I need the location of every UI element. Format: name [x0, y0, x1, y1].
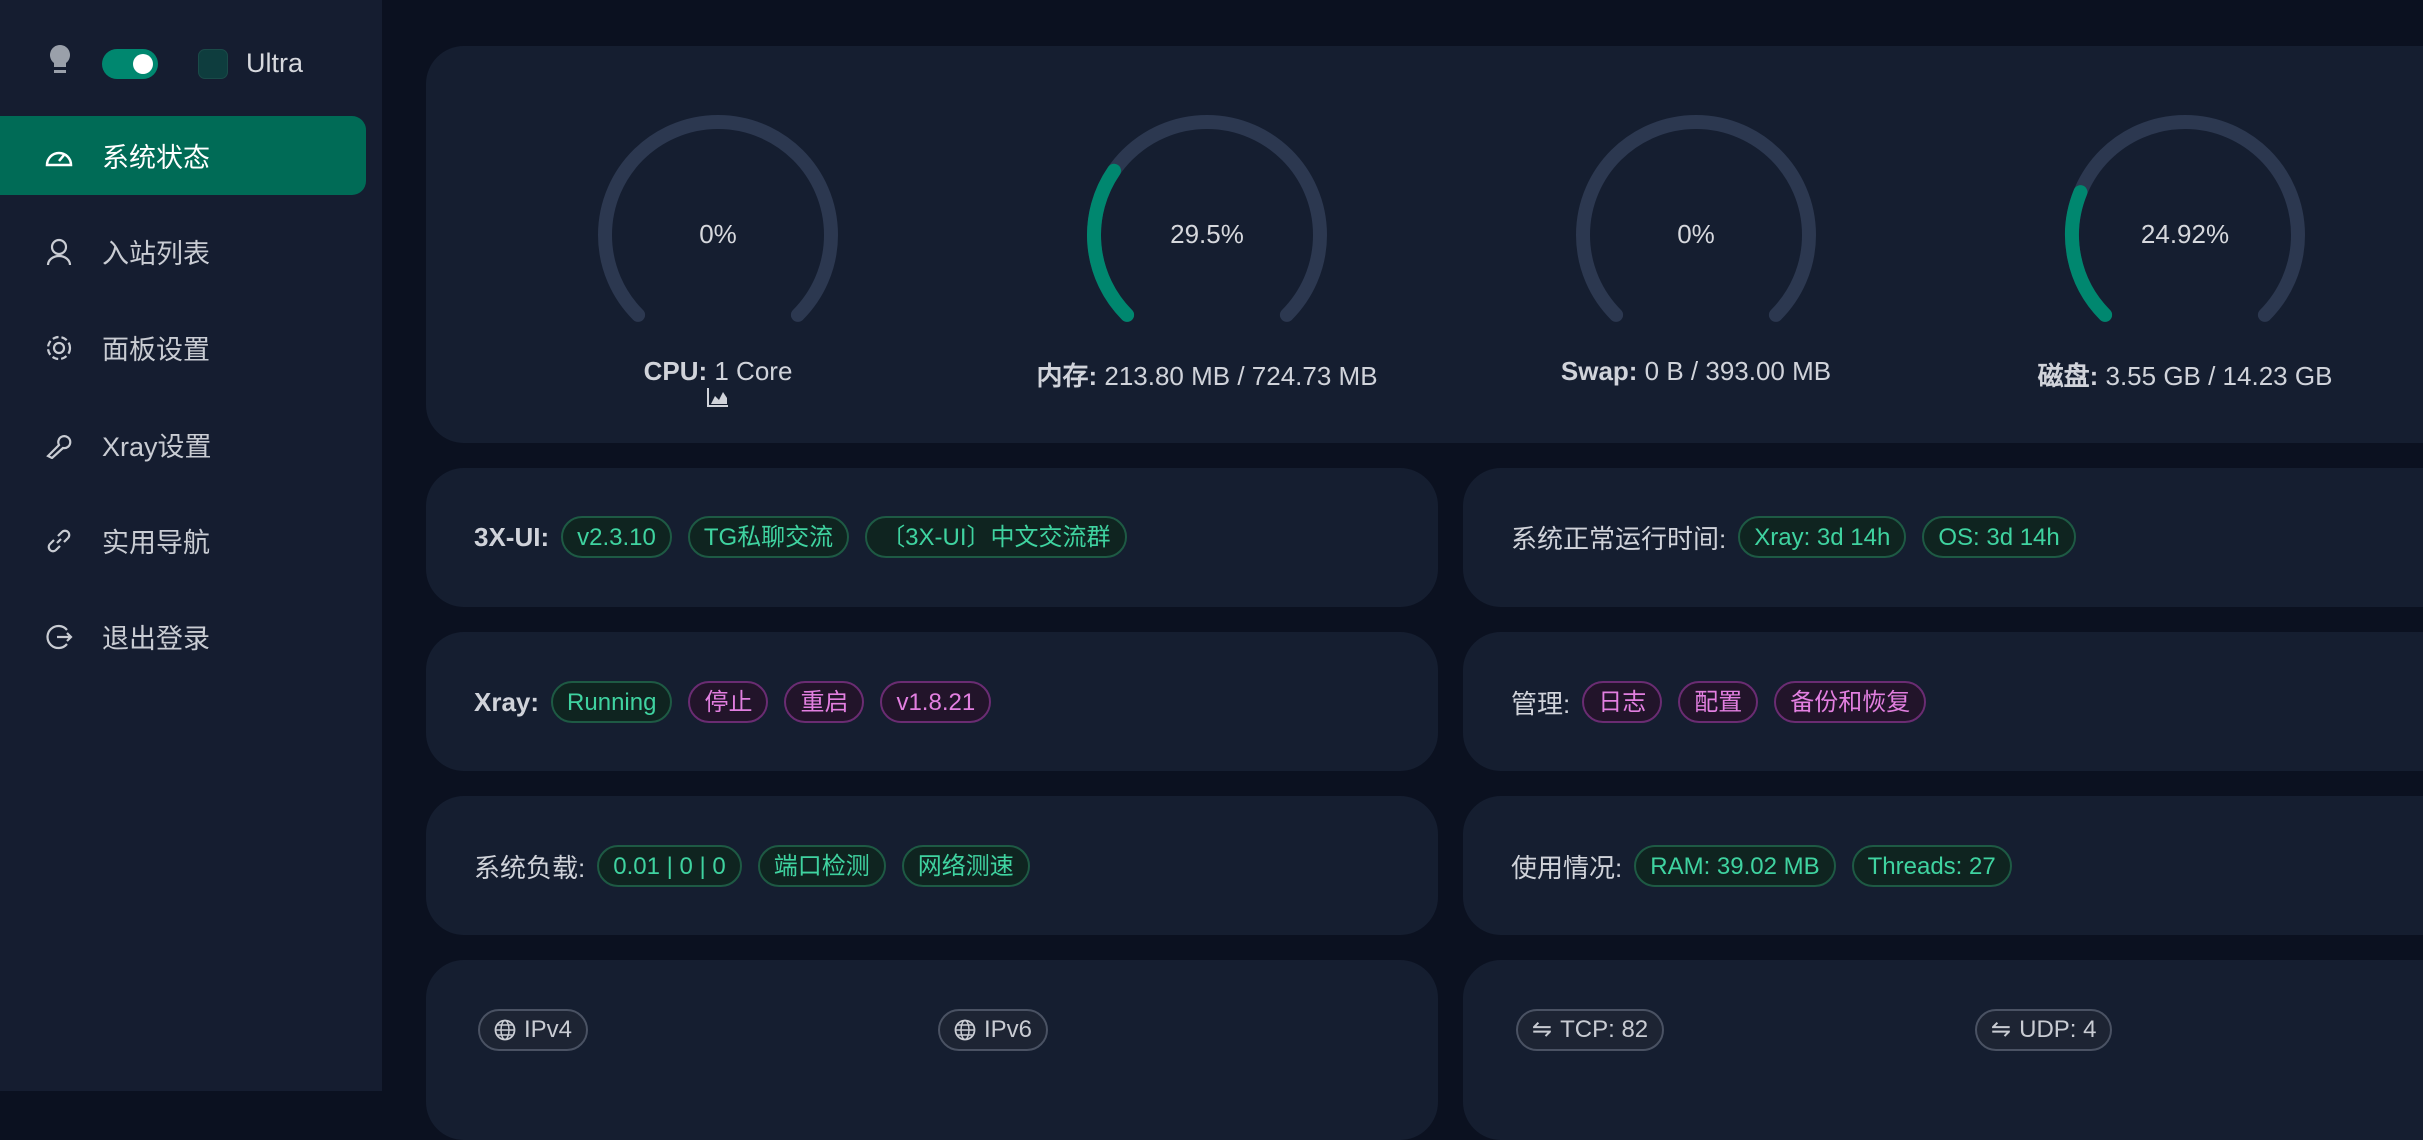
xray-status-badge: Running — [551, 681, 673, 723]
sidebar-item-label: 系统状态 — [102, 143, 210, 173]
sidebar-item-label: 入站列表 — [102, 239, 210, 269]
uptime-row: 系统正常运行时间: Xray: 3d 14h OS: 3d 14h — [1511, 516, 2092, 558]
gear-icon — [44, 333, 74, 363]
gauge-label: Swap: 0 B / 393.00 MB — [1560, 356, 1832, 386]
cpu-gauge: 0% CPU: 1 Core — [568, 46, 868, 407]
swap-arrows-icon: ⇋ — [1532, 1016, 1553, 1043]
swap-arrows-icon: ⇋ — [1991, 1016, 2012, 1043]
load-badge: 0.01 | 0 | 0 — [597, 845, 742, 887]
link-icon — [44, 526, 74, 556]
sidebar-item-panel-settings[interactable]: 面板设置 — [0, 308, 366, 387]
xray-uptime-badge: Xray: 3d 14h — [1738, 516, 1907, 558]
gauge-value: 29.5% — [1170, 219, 1244, 249]
version-badge[interactable]: v2.3.10 — [561, 516, 672, 558]
user-icon — [44, 237, 74, 267]
gauge-value: 0% — [699, 219, 737, 249]
tg-chat-link[interactable]: TG私聊交流 — [687, 516, 850, 558]
stop-button[interactable]: 停止 — [688, 681, 769, 723]
globe-icon — [954, 1019, 976, 1041]
gauge-arc — [1576, 115, 1816, 322]
logs-button[interactable]: 日志 — [1582, 681, 1663, 723]
group-link[interactable]: 〔3X-UI〕中文交流群 — [865, 516, 1127, 558]
memory-gauge: 29.5% 内存: 213.80 MB / 724.73 MB — [1036, 46, 1378, 391]
sidebar-item-label: 实用导航 — [102, 528, 210, 558]
ultra-checkbox[interactable] — [198, 49, 228, 79]
restart-button[interactable]: 重启 — [784, 681, 865, 723]
backup-restore-button[interactable]: 备份和恢复 — [1774, 681, 1927, 723]
ram-badge: RAM: 39.02 MB — [1634, 845, 1836, 887]
sidebar-item-label: Xray设置 — [102, 432, 212, 462]
gauge-arc — [1087, 115, 1327, 322]
os-uptime-badge: OS: 3d 14h — [1922, 516, 2076, 558]
chart-icon[interactable] — [707, 387, 729, 407]
dashboard-icon — [44, 141, 74, 171]
speed-test-button[interactable]: 网络测速 — [901, 845, 1030, 887]
xray-version-button[interactable]: v1.8.21 — [880, 681, 992, 723]
sidebar-item-logout[interactable]: 退出登录 — [0, 597, 366, 676]
ipv6-button[interactable]: IPv6 — [938, 1009, 1049, 1051]
swap-gauge: 0% Swap: 0 B / 393.00 MB — [1546, 46, 1846, 386]
sidebar-item-xray-settings[interactable]: Xray设置 — [0, 405, 366, 484]
tcp-badge: ⇋ TCP: 82 — [1516, 1009, 1665, 1051]
xray-row: Xray: Running 停止 重启 v1.8.21 — [474, 681, 1007, 723]
wrench-icon — [44, 430, 74, 460]
sidebar-item-navigation[interactable]: 实用导航 — [0, 501, 366, 580]
xui-row: 3X-UI: v2.3.10 TG私聊交流 〔3X-UI〕中文交流群 — [474, 516, 1143, 558]
gauge-track — [1576, 115, 1816, 322]
gauge-value: 0% — [1677, 219, 1715, 249]
load-row: 系统负载: 0.01 | 0 | 0 端口检测 网络测速 — [474, 845, 1046, 887]
gauge-track — [598, 115, 838, 322]
udp-badge: ⇋ UDP: 4 — [1975, 1009, 2113, 1051]
sidebar-item-inbounds[interactable]: 入站列表 — [0, 212, 366, 291]
gauge-label: CPU: 1 Core — [418, 356, 1018, 407]
gauge-fill — [2065, 185, 2113, 322]
manage-row: 管理: 日志 配置 备份和恢复 — [1511, 681, 1942, 723]
theme-toggle[interactable] — [102, 49, 158, 79]
port-check-button[interactable]: 端口检测 — [757, 845, 886, 887]
gauge-fill — [1087, 163, 1135, 322]
gauge-value: 24.92% — [2140, 219, 2230, 249]
ultra-label: Ultra — [246, 48, 304, 78]
sidebar-item-label: 面板设置 — [102, 335, 210, 365]
gauges-card: 0% CPU: 1 Core 29.5% 内存: 213.80 MB / 724… — [426, 46, 2423, 443]
gauge-arc — [598, 115, 838, 322]
gauge-label: 磁盘: 3.55 GB / 14.23 GB — [2037, 361, 2333, 391]
sidebar-item-label: 退出登录 — [102, 624, 210, 654]
gauge-arc — [2065, 115, 2305, 322]
gauge-label: 内存: 213.80 MB / 724.73 MB — [1036, 361, 1378, 391]
threads-badge: Threads: 27 — [1851, 845, 2012, 887]
globe-icon — [494, 1019, 516, 1041]
logout-icon — [44, 622, 74, 652]
config-button[interactable]: 配置 — [1678, 681, 1759, 723]
ipv4-button[interactable]: IPv4 — [478, 1009, 589, 1051]
disk-gauge: 24.92% 磁盘: 3.55 GB / 14.23 GB — [2035, 46, 2335, 391]
sidebar-item-system-status[interactable]: 系统状态 — [0, 116, 366, 195]
usage-row: 使用情况: RAM: 39.02 MB Threads: 27 — [1511, 845, 2028, 887]
lightbulb-icon[interactable] — [48, 44, 72, 76]
sidebar: Ultra 系统状态 入站列表 面板设置 Xray设置 实用导航 退出登录 — [0, 0, 382, 1091]
